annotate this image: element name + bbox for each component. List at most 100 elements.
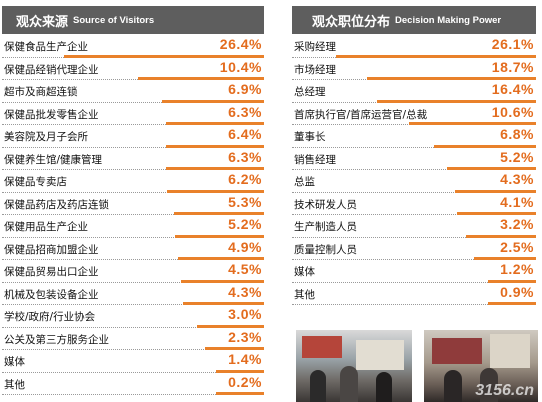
row-bar: [64, 54, 264, 58]
list-row: 销售经理 5.2%: [292, 148, 536, 170]
row-percentage: 3.2%: [500, 216, 534, 232]
row-bar: [175, 234, 264, 238]
list-row: 采购经理 26.1%: [292, 35, 536, 58]
list-row: 质量控制人员 2.5%: [292, 238, 536, 260]
row-percentage: 0.9%: [500, 283, 534, 300]
exhibition-photo: [296, 330, 412, 402]
row-label: 其他: [294, 288, 315, 301]
visitor-source-title-cn: 观众来源: [16, 14, 69, 30]
list-row: 首席执行官/首席运营官/总裁 10.6%: [292, 103, 536, 125]
row-label: 总监: [294, 176, 315, 188]
decision-power-list: 采购经理 26.1% 市场经理 18.7% 总经理 16.4% 首席执行官/首席运营官/总裁…: [292, 35, 536, 305]
list-row: 超市及商超连锁 6.9%: [2, 80, 264, 103]
row-percentage: 5.2%: [228, 216, 262, 232]
row-bar: [166, 122, 264, 125]
row-percentage: 6.2%: [228, 171, 262, 187]
row-bar: [138, 77, 264, 80]
row-label: 保健品招商加盟企业: [4, 243, 99, 256]
row-bar: [466, 234, 536, 238]
list-row: 保健用品生产企业 5.2%: [2, 215, 264, 238]
row-percentage: 6.9%: [228, 81, 262, 97]
row-label: 保健品经销代理企业: [4, 63, 99, 76]
list-row: 技术研发人员 4.1%: [292, 193, 536, 215]
row-bar: [216, 369, 264, 373]
row-label: 机械及包装设备企业: [4, 288, 99, 301]
list-row: 保健养生馆/健康管理 6.3%: [2, 148, 264, 170]
list-row: 总监 4.3%: [292, 170, 536, 193]
list-row: 保健品贸易出口企业 4.5%: [2, 260, 264, 283]
list-row: 媒体 1.2%: [292, 260, 536, 283]
row-bar: [197, 324, 264, 328]
list-row: 保健品药店及药店连锁 5.3%: [2, 193, 264, 215]
row-bar: [488, 279, 536, 283]
list-row: 保健品招商加盟企业 4.9%: [2, 238, 264, 260]
row-bar: [178, 257, 264, 260]
row-bar: [409, 122, 536, 125]
row-bar: [166, 167, 264, 170]
booth-wall: [490, 334, 530, 368]
visitor-figure: [480, 368, 498, 402]
decision-power-panel: 观众职位分布 Decision Making Power 采购经理 26.1% 市场…: [292, 6, 536, 305]
row-percentage: 26.1%: [491, 36, 534, 52]
watermark: 3156.cn: [475, 382, 534, 399]
row-bar: [488, 302, 536, 305]
list-row: 机械及包装设备企业 4.3%: [2, 283, 264, 305]
decision-power-title-en: Decision Making Power: [395, 14, 502, 26]
row-label: 保健养生馆/健康管理: [4, 153, 103, 166]
row-label: 保健品贸易出口企业: [4, 266, 99, 278]
row-percentage: 6.4%: [228, 126, 262, 142]
row-label: 超市及商超连锁: [4, 86, 78, 98]
visitor-figure: [444, 370, 462, 402]
row-bar: [457, 212, 536, 215]
row-bar: [166, 144, 264, 148]
list-row: 市场经理 18.7%: [292, 58, 536, 80]
row-bar: [336, 54, 536, 58]
row-percentage: 5.2%: [500, 148, 534, 165]
row-bar: [447, 167, 536, 170]
booth-wall: [356, 340, 404, 370]
row-label: 市场经理: [294, 63, 336, 76]
list-row: 保健品批发零售企业 6.3%: [2, 103, 264, 125]
visitor-figure: [376, 372, 392, 402]
list-row: 美容院及月子会所 6.4%: [2, 125, 264, 148]
row-label: 媒体: [4, 356, 25, 368]
row-bar: [167, 189, 264, 193]
row-percentage: 2.5%: [500, 238, 534, 255]
row-percentage: 26.4%: [219, 36, 262, 52]
row-bar: [181, 279, 264, 283]
visitor-source-title-en: Source of Visitors: [73, 14, 155, 26]
visitor-source-panel: 观众来源 Source of Visitors 保健食品生产企业 26.4% 保健品…: [2, 6, 264, 395]
row-label: 保健品批发零售企业: [4, 108, 99, 121]
row-percentage: 4.3%: [228, 283, 262, 300]
visitor-source-list: 保健食品生产企业 26.4% 保健品经销代理企业 10.4% 超市及商超连锁 6.9% 保健…: [2, 35, 264, 395]
row-label: 学校/政府/行业协会: [4, 311, 96, 323]
exhibition-photo: 3156.cn: [424, 330, 538, 402]
list-row: 总经理 16.4%: [292, 80, 536, 103]
row-bar: [162, 99, 264, 103]
list-row: 保健品专卖店 6.2%: [2, 170, 264, 193]
row-bar: [434, 144, 536, 148]
row-percentage: 16.4%: [491, 81, 534, 97]
row-percentage: 4.5%: [228, 261, 262, 277]
row-bar: [455, 189, 536, 193]
row-percentage: 1.4%: [228, 351, 262, 367]
row-percentage: 6.3%: [228, 103, 262, 120]
visitor-source-header: 观众来源 Source of Visitors: [2, 6, 264, 34]
row-label: 首席执行官/首席运营官/总裁: [294, 108, 428, 121]
row-label: 技术研发人员: [294, 198, 357, 211]
row-percentage: 4.3%: [500, 171, 534, 187]
exhibition-photos: 3156.cn: [296, 330, 538, 402]
row-bar: [183, 302, 264, 305]
booth-sign: [302, 336, 342, 358]
row-percentage: 5.3%: [228, 193, 262, 210]
row-label: 采购经理: [294, 41, 336, 53]
list-row: 媒体 1.4%: [2, 350, 264, 373]
row-percentage: 10.6%: [491, 103, 534, 120]
row-label: 生产制造人员: [294, 221, 357, 233]
list-row: 其他 0.9%: [292, 283, 536, 305]
row-bar: [377, 99, 536, 103]
row-percentage: 6.3%: [228, 148, 262, 165]
row-bar: [367, 77, 536, 80]
row-bar: [205, 347, 264, 350]
list-row: 其他 0.2%: [2, 373, 264, 395]
